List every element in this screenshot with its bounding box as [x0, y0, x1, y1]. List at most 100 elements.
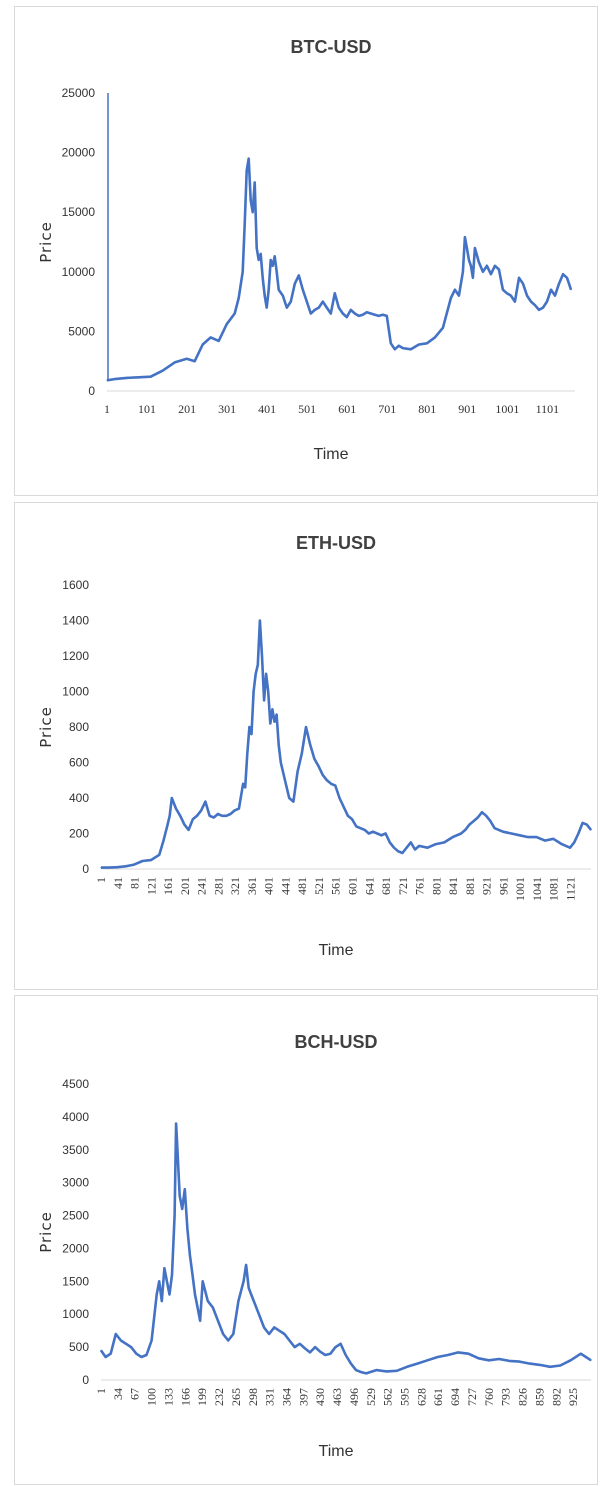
data-point: [169, 815, 171, 817]
data-point: [570, 1359, 572, 1361]
data-point: [186, 1228, 188, 1230]
data-point: [550, 289, 552, 291]
data-point: [268, 289, 270, 291]
data-point: [238, 297, 240, 299]
data-point: [382, 314, 384, 316]
data-point: [106, 379, 108, 381]
x-tick-label: 265: [229, 1388, 243, 1406]
data-point: [179, 1195, 181, 1197]
data-point: [474, 247, 476, 249]
data-point: [414, 848, 416, 851]
data-point: [189, 1254, 191, 1256]
data-point: [258, 1313, 260, 1315]
data-point: [125, 865, 127, 867]
x-tick-label: 100: [145, 1388, 159, 1406]
data-point: [207, 1300, 209, 1302]
data-point: [358, 315, 360, 317]
data-point: [350, 1363, 352, 1365]
data-point: [171, 797, 173, 799]
data-point: [338, 307, 340, 309]
data-point: [197, 1307, 199, 1309]
data-point: [162, 370, 164, 372]
data-point: [222, 1333, 224, 1335]
data-point: [510, 295, 512, 297]
data-point: [310, 312, 312, 315]
data-point: [585, 1356, 587, 1358]
data-point: [255, 673, 257, 675]
data-point: [519, 834, 521, 836]
data-point: [462, 271, 464, 273]
data-point: [393, 847, 395, 849]
y-tick-label: 1200: [62, 649, 89, 663]
data-point: [306, 301, 308, 303]
data-point: [299, 1343, 301, 1345]
data-point: [566, 277, 568, 279]
data-point: [539, 1364, 541, 1366]
x-tick-label: 298: [246, 1388, 260, 1406]
data-point: [171, 1274, 173, 1276]
data-point: [397, 850, 399, 852]
data-point: [506, 292, 508, 294]
y-tick-label: 3000: [62, 1176, 89, 1190]
data-point: [234, 312, 236, 315]
data-point: [297, 770, 299, 772]
x-tick-label: 1101: [536, 402, 560, 416]
data-point: [210, 336, 212, 338]
data-point: [135, 1353, 137, 1355]
data-point: [418, 343, 420, 346]
x-tick-label: 301: [218, 402, 236, 416]
y-tick-label: 10000: [62, 265, 96, 279]
data-point: [590, 1359, 592, 1361]
data-point: [522, 283, 524, 285]
data-point: [266, 307, 268, 309]
data-point: [259, 619, 261, 622]
data-point: [283, 1333, 285, 1335]
x-tick-label: 481: [295, 877, 309, 895]
x-tick-label: 241: [195, 877, 209, 895]
data-point: [477, 816, 479, 819]
data-point: [175, 1122, 177, 1125]
data-point: [590, 829, 592, 831]
x-axis-label: Time: [319, 942, 354, 959]
data-point: [176, 1142, 178, 1144]
x-tick-label: 1: [94, 1388, 108, 1394]
data-point: [426, 847, 429, 849]
x-tick-label: 34: [111, 1388, 125, 1400]
x-tick-label: 496: [347, 1388, 361, 1406]
x-tick-label: 199: [195, 1388, 209, 1406]
x-tick-label: 562: [381, 1388, 395, 1406]
data-point: [250, 733, 253, 735]
y-axis-label: Price: [37, 706, 55, 748]
data-point: [489, 820, 491, 822]
data-point: [237, 1300, 239, 1302]
bch-usd-chart: BCH-USD 0 500 1000 1500 2000 2500 3000 3500 4000 4…: [37, 1032, 592, 1460]
data-point: [434, 336, 436, 338]
data-point: [278, 1330, 280, 1332]
data-point: [466, 247, 468, 249]
price-series-line: [99, 1122, 592, 1375]
data-point: [179, 815, 181, 817]
data-point: [217, 813, 219, 815]
data-point: [494, 265, 496, 267]
data-point: [244, 223, 246, 225]
data-point: [370, 312, 372, 315]
data-point: [265, 673, 267, 675]
data-point: [552, 838, 554, 840]
data-point: [309, 1351, 311, 1353]
data-point: [256, 247, 258, 249]
data-point: [464, 236, 466, 238]
x-tick-label: 681: [379, 877, 393, 895]
eth-usd-chart-panel: ETH-USD 0 200 400 600 800 1000 1200 1400 1600 1 41 8…: [14, 502, 598, 990]
x-tick-label: 361: [245, 877, 259, 895]
data-point: [194, 360, 196, 362]
x-tick-label: 529: [364, 1388, 378, 1406]
data-point: [529, 1363, 531, 1365]
data-point: [526, 295, 528, 297]
data-point: [252, 211, 254, 213]
data-point: [366, 311, 368, 313]
data-point: [452, 836, 454, 838]
x-tick-label: 727: [465, 1388, 479, 1406]
price-series-line: [101, 619, 593, 869]
x-tick-label: 601: [345, 877, 359, 895]
data-point: [442, 327, 444, 329]
